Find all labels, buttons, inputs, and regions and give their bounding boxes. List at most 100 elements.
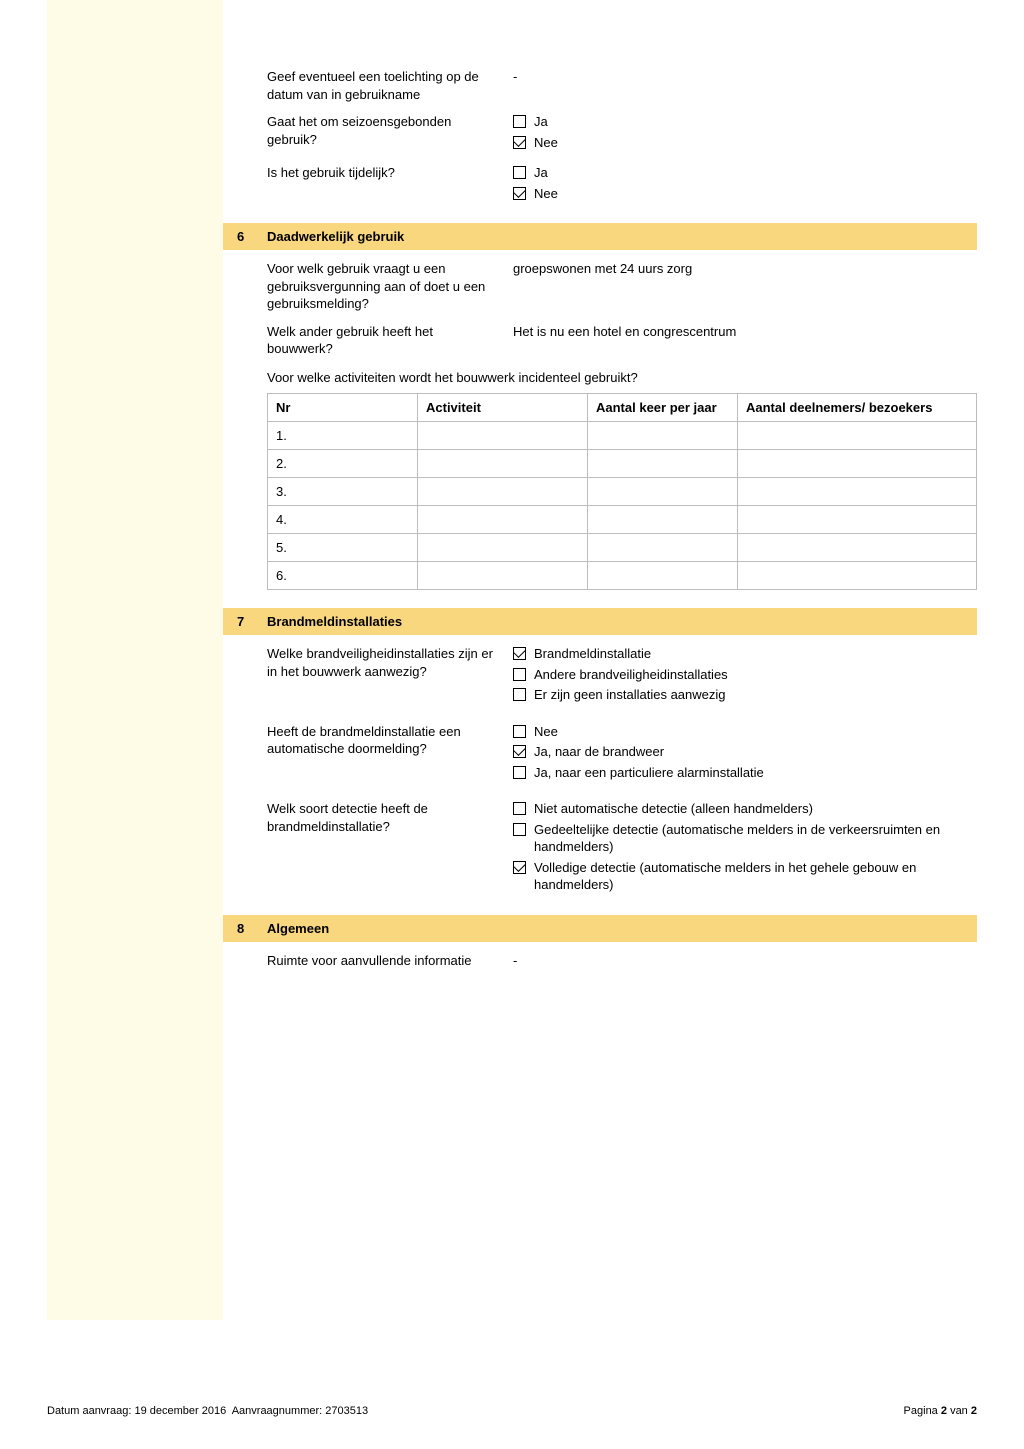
option: Nee: [513, 723, 977, 741]
section-6-num: 6: [237, 229, 267, 244]
footer-pagina-tot: 2: [971, 1405, 977, 1417]
cell-keer: [588, 534, 738, 562]
checkbox[interactable]: [513, 802, 526, 815]
cell-deel: [738, 478, 977, 506]
footer-aanvraag-label: Aanvraagnummer:: [232, 1405, 323, 1417]
table-header-row: Nr Activiteit Aantal keer per jaar Aanta…: [268, 394, 977, 422]
cell-act: [418, 562, 588, 590]
cell-deel: [738, 450, 977, 478]
option-tijdelijk-nee: Nee: [513, 185, 977, 203]
cell-deel: [738, 562, 977, 590]
option-seizoen-nee: Nee: [513, 134, 977, 152]
label-tijdelijk: Is het gebruik tijdelijk?: [267, 164, 513, 182]
row-inst: Welke brandveiligheidinstallaties zijn e…: [267, 645, 977, 707]
cell-deel: [738, 506, 977, 534]
cell-deel: [738, 422, 977, 450]
table-row: 2.: [268, 450, 977, 478]
value-tijdelijk: Ja Nee: [513, 164, 977, 205]
option: Ja, naar een particuliere alarminstallat…: [513, 764, 977, 782]
cell-keer: [588, 478, 738, 506]
checkbox[interactable]: [513, 766, 526, 779]
value-gebruik: groepswonen met 24 uurs zorg: [513, 260, 977, 278]
option: Gedeeltelijke detectie (automatische mel…: [513, 821, 977, 856]
checkbox-tijdelijk-ja[interactable]: [513, 166, 526, 179]
table-row: 6.: [268, 562, 977, 590]
label-info: Ruimte voor aanvullende informatie: [267, 952, 513, 970]
footer-right: Pagina 2 van 2: [904, 1405, 977, 1417]
label-tijdelijk-nee: Nee: [534, 185, 977, 203]
section-8-title: Algemeen: [267, 921, 329, 936]
checkbox-seizoen-ja[interactable]: [513, 115, 526, 128]
table-row: 4.: [268, 506, 977, 534]
value-info: -: [513, 952, 977, 970]
checkbox[interactable]: [513, 725, 526, 738]
checkbox-seizoen-nee[interactable]: [513, 136, 526, 149]
section-6-title: Daadwerkelijk gebruik: [267, 229, 404, 244]
option-label: Niet automatische detectie (alleen handm…: [534, 800, 977, 818]
label-gebruik: Voor welk gebruik vraagt u een gebruiksv…: [267, 260, 513, 313]
footer-aanvraag: 2703513: [325, 1405, 368, 1417]
cell-act: [418, 534, 588, 562]
checkbox[interactable]: [513, 668, 526, 681]
option: Brandmeldinstallatie: [513, 645, 977, 663]
option-tijdelijk-ja: Ja: [513, 164, 977, 182]
row-door: Heeft de brandmeldinstallatie een automa…: [267, 723, 977, 785]
option: Andere brandveiligheidinstallaties: [513, 666, 977, 684]
row-gebruik: Voor welk gebruik vraagt u een gebruiksv…: [267, 260, 977, 313]
option-label: Ja, naar een particuliere alarminstallat…: [534, 764, 977, 782]
th-act: Activiteit: [418, 394, 588, 422]
value-detect: Niet automatische detectie (alleen handm…: [513, 800, 977, 897]
option-label: Andere brandveiligheidinstallaties: [534, 666, 977, 684]
page: Geef eventueel een toelichting op de dat…: [0, 0, 1024, 1449]
cell-keer: [588, 422, 738, 450]
row-tijdelijk: Is het gebruik tijdelijk? Ja Nee: [267, 164, 977, 205]
checkbox[interactable]: [513, 823, 526, 836]
page-footer: Datum aanvraag: 19 december 2016 Aanvraa…: [47, 1405, 977, 1417]
row-seizoen: Gaat het om seizoensgebonden gebruik? Ja…: [267, 113, 977, 154]
label-door: Heeft de brandmeldinstallatie een automa…: [267, 723, 513, 758]
table-row: 1.: [268, 422, 977, 450]
cell-act: [418, 478, 588, 506]
cell-nr: 5.: [268, 534, 418, 562]
section-7-title: Brandmeldinstallaties: [267, 614, 402, 629]
label-activiteiten-q: Voor welke activiteiten wordt het bouwwe…: [267, 370, 977, 385]
th-deel: Aantal deelnemers/ bezoekers: [738, 394, 977, 422]
cell-nr: 1.: [268, 422, 418, 450]
checkbox[interactable]: [513, 745, 526, 758]
cell-keer: [588, 506, 738, 534]
cell-nr: 2.: [268, 450, 418, 478]
cell-keer: [588, 562, 738, 590]
table-row: 5.: [268, 534, 977, 562]
section-7-header: 7 Brandmeldinstallaties: [223, 608, 977, 635]
cell-act: [418, 450, 588, 478]
section-7-num: 7: [237, 614, 267, 629]
section-6-header: 6 Daadwerkelijk gebruik: [223, 223, 977, 250]
label-tijdelijk-ja: Ja: [534, 164, 977, 182]
footer-pagina-label: Pagina: [904, 1405, 938, 1417]
checkbox[interactable]: [513, 861, 526, 874]
row-toelichting: Geef eventueel een toelichting op de dat…: [267, 68, 977, 103]
option: Niet automatische detectie (alleen handm…: [513, 800, 977, 818]
label-inst: Welke brandveiligheidinstallaties zijn e…: [267, 645, 513, 680]
label-seizoen-ja: Ja: [534, 113, 977, 131]
value-seizoen: Ja Nee: [513, 113, 977, 154]
left-margin-strip: [47, 0, 223, 1320]
option: Ja, naar de brandweer: [513, 743, 977, 761]
value-door: Nee Ja, naar de brandweer Ja, naar een par…: [513, 723, 977, 785]
footer-datum: 19 december 2016: [134, 1405, 226, 1417]
cell-nr: 3.: [268, 478, 418, 506]
footer-pagina-cur: 2: [941, 1405, 947, 1417]
cell-nr: 6.: [268, 562, 418, 590]
cell-act: [418, 506, 588, 534]
section-8-header: 8 Algemeen: [223, 915, 977, 942]
footer-left: Datum aanvraag: 19 december 2016 Aanvraa…: [47, 1405, 368, 1417]
checkbox-tijdelijk-nee[interactable]: [513, 187, 526, 200]
th-nr: Nr: [268, 394, 418, 422]
label-seizoen-nee: Nee: [534, 134, 977, 152]
cell-deel: [738, 534, 977, 562]
option-label: Volledige detectie (automatische melders…: [534, 859, 977, 894]
option: Volledige detectie (automatische melders…: [513, 859, 977, 894]
option-label: Ja, naar de brandweer: [534, 743, 977, 761]
checkbox[interactable]: [513, 688, 526, 701]
checkbox[interactable]: [513, 647, 526, 660]
